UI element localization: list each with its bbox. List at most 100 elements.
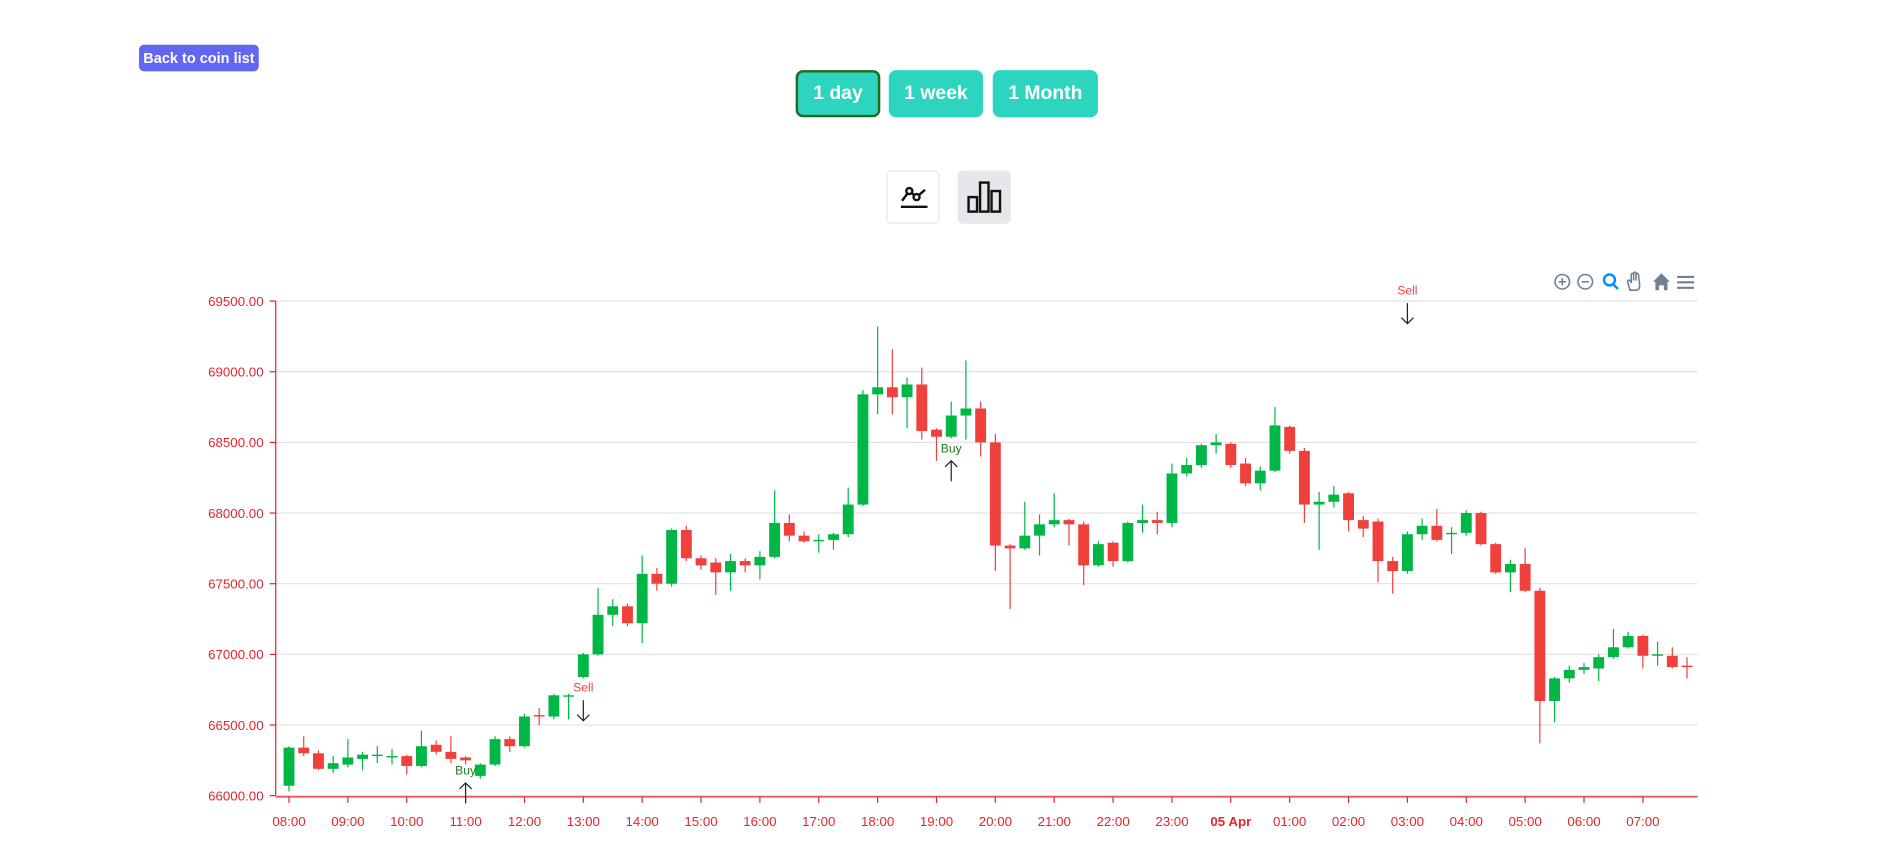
candle-body (1151, 520, 1163, 523)
candle-body (504, 739, 516, 747)
x-tick-label: 21:00 (1038, 814, 1071, 829)
candle-body (577, 654, 589, 677)
y-tick-label: 66500.00 (208, 718, 263, 733)
x-tick-label: 08:00 (272, 814, 305, 829)
range-button[interactable]: 1 week (888, 70, 984, 118)
candle-body (1519, 563, 1531, 591)
x-tick-label: 19:00 (920, 814, 953, 829)
annotation-arrowhead (459, 782, 473, 790)
y-tick-label: 68000.00 (208, 506, 263, 521)
candle-body (1195, 445, 1207, 466)
range-button[interactable]: 1 Month (992, 70, 1098, 118)
candle-body (298, 747, 310, 754)
candle-body (1549, 678, 1561, 701)
candle-body (1343, 493, 1354, 521)
candle-body (1181, 465, 1193, 474)
candle-body (798, 535, 810, 542)
candle-body (401, 756, 413, 766)
x-tick-label: 15:00 (684, 814, 717, 829)
back-button[interactable]: Back to coin list (139, 44, 259, 72)
reset[interactable] (1652, 273, 1670, 291)
candle-body (680, 530, 692, 559)
x-tick-label: 01:00 (1273, 814, 1306, 829)
zoom-in[interactable] (1554, 273, 1571, 290)
candle-body (622, 606, 633, 624)
candle-body (1504, 563, 1516, 573)
candle-body (1019, 535, 1031, 549)
x-tick-label: 06:00 (1567, 814, 1600, 829)
zoom-out[interactable] (1577, 273, 1594, 290)
annotation-label: Buy (455, 763, 477, 777)
candle-body (975, 408, 987, 443)
candle-body (416, 746, 427, 766)
candle-body (283, 747, 295, 786)
candle-body (1166, 473, 1178, 523)
annotation-label: Buy (941, 441, 963, 455)
candle-body (931, 429, 942, 437)
line-chart-button[interactable] (886, 170, 940, 224)
candle-body (533, 715, 545, 717)
range-button[interactable]: 1 day (795, 70, 881, 118)
x-tick-label: 16:00 (743, 814, 776, 829)
y-tick-label: 66000.00 (208, 788, 263, 803)
candle-body (1107, 542, 1119, 562)
candle-body (695, 558, 707, 566)
menu[interactable] (1677, 275, 1695, 289)
candle-body (1460, 513, 1472, 533)
candle-body (651, 573, 663, 584)
x-tick-label: 04:00 (1450, 814, 1483, 829)
y-tick-label: 69000.00 (208, 365, 263, 380)
y-tick-label: 67500.00 (208, 577, 263, 592)
pan[interactable] (1626, 271, 1641, 291)
candle-body (312, 753, 324, 769)
candle-body (1387, 561, 1399, 571)
candle-body (1269, 425, 1281, 471)
candle-body (1328, 494, 1340, 502)
x-tick-label: 13:00 (567, 814, 600, 829)
annotation-arrowhead (576, 714, 590, 722)
candle-body (1652, 654, 1664, 656)
candle-body (1681, 665, 1693, 668)
line-icon (900, 186, 928, 208)
candle-body (1534, 590, 1546, 701)
toolbar (1554, 271, 1695, 291)
x-tick-label: 07:00 (1626, 814, 1659, 829)
candle-body (1210, 442, 1222, 446)
x-tick-label: 05 Apr (1210, 814, 1251, 829)
candle-body (960, 408, 972, 416)
annotation-arrowhead (944, 459, 958, 468)
candle-body (548, 695, 560, 717)
bar-icon (967, 181, 1002, 213)
candle-body (371, 754, 383, 757)
candle-body (460, 757, 472, 761)
candle-body (739, 561, 751, 566)
candle-body (607, 606, 619, 615)
annotation-label: Sell (573, 681, 593, 695)
candle-body (754, 556, 766, 566)
candle-body (592, 614, 604, 655)
candle-body (636, 573, 648, 624)
x-tick-label: 23:00 (1155, 814, 1188, 829)
candle-body (342, 757, 354, 765)
zoom-select[interactable] (1602, 273, 1619, 290)
candle-body (1475, 513, 1487, 545)
candle-body (1122, 522, 1134, 562)
candle-body (430, 744, 442, 752)
candle-body (886, 387, 898, 398)
candle-body (357, 754, 369, 759)
candle-body (1666, 655, 1678, 668)
candle-body (666, 530, 678, 584)
x-tick-label: 10:00 (390, 814, 423, 829)
candle-body (916, 384, 928, 432)
candle-body (1078, 524, 1090, 566)
x-tick-label: 09:00 (331, 814, 364, 829)
x-tick-label: 05:00 (1508, 814, 1541, 829)
bar-chart-button[interactable] (957, 170, 1011, 224)
y-tick-label: 69500.00 (208, 294, 263, 309)
candle-body (1034, 524, 1045, 536)
x-tick-label: 14:00 (626, 814, 659, 829)
candle-body (783, 522, 795, 536)
candle-body (813, 539, 825, 542)
